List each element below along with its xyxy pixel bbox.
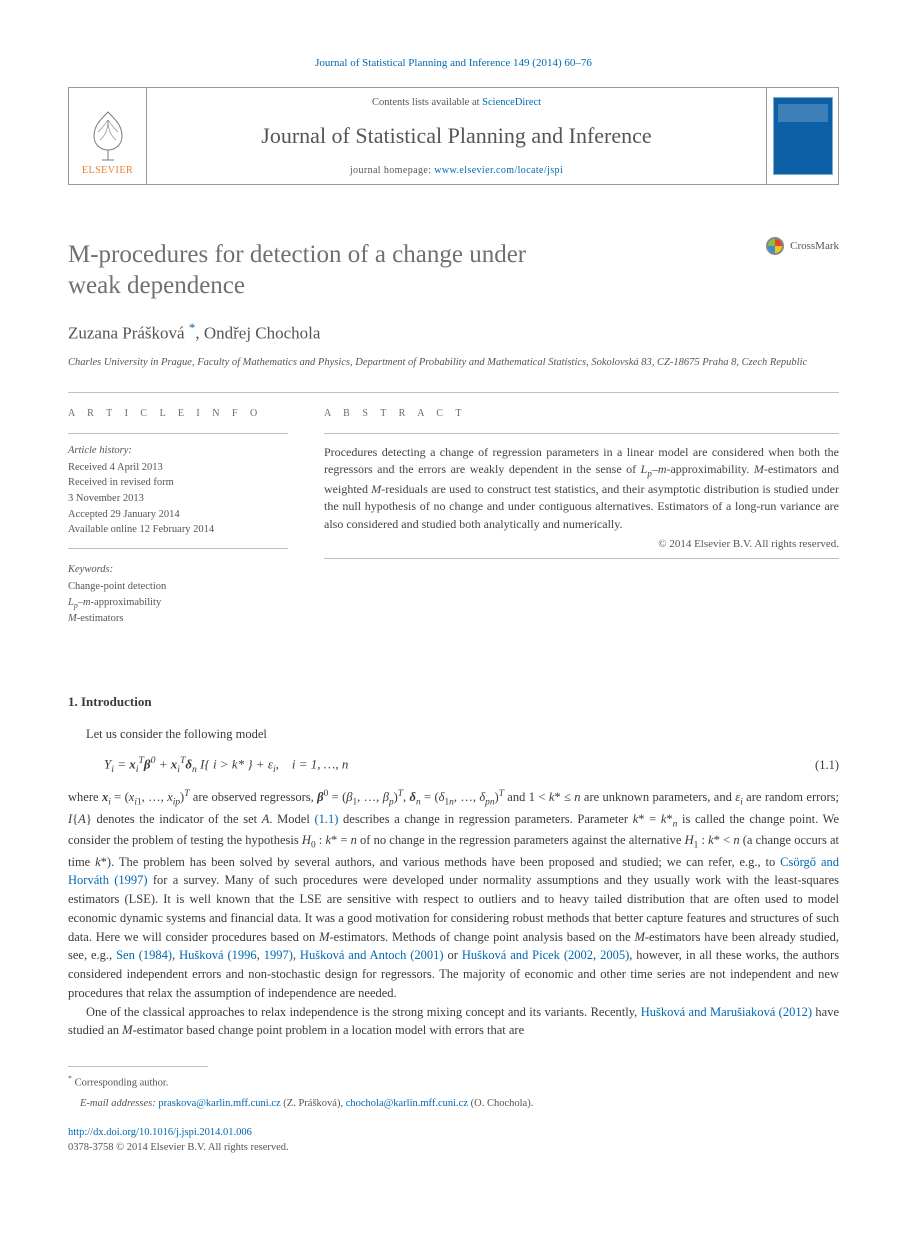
crossmark-badge[interactable]: CrossMark (766, 237, 839, 255)
history-item: Received 4 April 2013 (68, 461, 288, 476)
journal-homepage-link[interactable]: www.elsevier.com/locate/jspi (434, 165, 563, 176)
doi-link[interactable]: http://dx.doi.org/10.1016/j.jspi.2014.01… (68, 1127, 252, 1138)
elsevier-tree-icon (80, 106, 136, 162)
keyword: M-estimators (68, 612, 288, 627)
footnote-corresponding: * Corresponding author. (68, 1073, 839, 1091)
footnote-emails: E-mail addresses: praskova@karlin.mff.cu… (68, 1097, 839, 1112)
issn-copyright: 0378-3758 © 2014 Elsevier B.V. All right… (68, 1141, 839, 1156)
intro-line: Let us consider the following model (68, 725, 839, 744)
sciencedirect-link[interactable]: ScienceDirect (482, 97, 541, 108)
footnote-rule (68, 1066, 208, 1067)
publisher-logo-block: ELSEVIER (69, 88, 147, 183)
paragraph-after-eq: where xi = (xi1, …, xip)T are observed r… (68, 787, 839, 1003)
publisher-name: ELSEVIER (82, 164, 133, 178)
authors-line: Zuzana Prášková *, Ondřej Chochola (68, 319, 839, 345)
abstract-text: Procedures detecting a change of regress… (324, 444, 839, 533)
crossmark-label: CrossMark (790, 239, 839, 254)
history-heading: Article history: (68, 444, 288, 459)
abstract-heading: A B S T R A C T (324, 407, 839, 421)
history-item: Accepted 29 January 2014 (68, 508, 288, 523)
affiliation: Charles University in Prague, Faculty of… (68, 356, 839, 370)
contents-available-line: Contents lists available at ScienceDirec… (157, 96, 756, 111)
article-info-col: A R T I C L E I N F O Article history: R… (68, 407, 288, 627)
crossmark-icon (766, 237, 784, 255)
doi-line: http://dx.doi.org/10.1016/j.jspi.2014.01… (68, 1126, 839, 1141)
keyword: Lp–m-approximability (68, 596, 288, 611)
keyword: Change-point detection (68, 580, 288, 595)
equation-1-1: Yi = xiTβ0 + xiTδn I{ i > k* } + εi, i =… (104, 754, 839, 777)
journal-homepage-line: journal homepage: www.elsevier.com/locat… (157, 164, 756, 178)
equation-number: (1.1) (815, 757, 839, 775)
journal-header: ELSEVIER Contents lists available at Sci… (68, 87, 839, 184)
keywords-list: Change-point detection Lp–m-approximabil… (68, 580, 288, 626)
history-item: Received in revised form (68, 476, 288, 491)
section-heading-1: 1. Introduction (68, 693, 839, 711)
journal-title-header: Journal of Statistical Planning and Infe… (157, 121, 756, 152)
keywords-heading: Keywords: (68, 563, 288, 578)
top-citation: Journal of Statistical Planning and Infe… (68, 56, 839, 71)
article-title: M-procedures for detection of a change u… (68, 239, 648, 302)
abstract-copyright: © 2014 Elsevier B.V. All rights reserved… (324, 537, 839, 552)
history-item: Available online 12 February 2014 (68, 523, 288, 538)
history-item: 3 November 2013 (68, 492, 288, 507)
abstract-col: A B S T R A C T Procedures detecting a c… (324, 407, 839, 627)
journal-cover-thumb (766, 88, 838, 183)
paragraph-2: One of the classical approaches to relax… (68, 1003, 839, 1041)
history-list: Received 4 April 2013 Received in revise… (68, 461, 288, 538)
article-info-heading: A R T I C L E I N F O (68, 407, 288, 421)
